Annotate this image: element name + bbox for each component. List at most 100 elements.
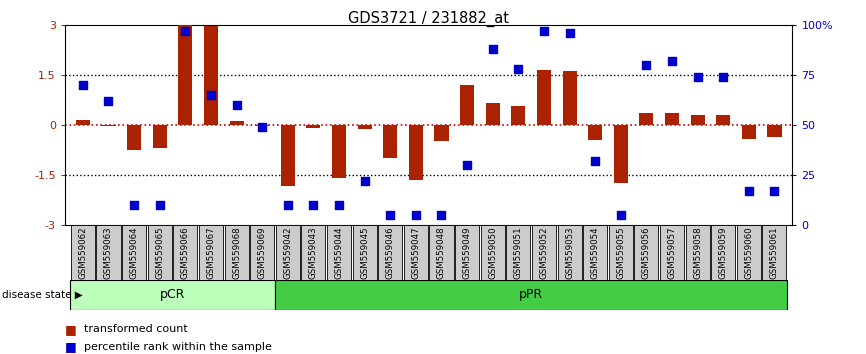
Point xyxy=(307,202,320,207)
Bar xyxy=(711,225,735,280)
Bar xyxy=(762,225,786,280)
Point xyxy=(255,124,269,130)
Bar xyxy=(507,225,530,280)
Bar xyxy=(332,125,346,178)
Point xyxy=(178,28,192,34)
Text: GSM559044: GSM559044 xyxy=(334,227,344,279)
Point xyxy=(76,82,90,87)
Bar xyxy=(76,120,90,125)
Point xyxy=(409,212,423,218)
Bar xyxy=(742,125,756,139)
Bar xyxy=(511,107,526,125)
Point xyxy=(204,92,218,98)
Bar xyxy=(275,225,300,280)
Text: ■: ■ xyxy=(65,323,77,336)
Bar xyxy=(71,225,95,280)
Text: pCR: pCR xyxy=(160,288,185,301)
Bar xyxy=(70,280,275,310)
Text: GSM559069: GSM559069 xyxy=(258,227,267,279)
Bar xyxy=(358,125,372,129)
Bar xyxy=(281,125,294,187)
Bar xyxy=(716,115,730,125)
Bar xyxy=(430,225,454,280)
Point xyxy=(563,30,577,36)
Bar xyxy=(122,225,146,280)
Point xyxy=(716,74,730,80)
Bar xyxy=(152,125,167,148)
Bar xyxy=(96,225,120,280)
Text: GSM559062: GSM559062 xyxy=(79,227,87,279)
Text: GSM559061: GSM559061 xyxy=(770,227,779,279)
Text: GSM559060: GSM559060 xyxy=(745,227,753,279)
Bar xyxy=(148,225,171,280)
Point xyxy=(435,212,449,218)
Text: GSM559043: GSM559043 xyxy=(309,227,318,279)
Bar xyxy=(460,85,475,125)
Point xyxy=(127,202,141,207)
Text: GSM559067: GSM559067 xyxy=(206,227,216,279)
Bar xyxy=(301,225,326,280)
Bar xyxy=(178,25,192,125)
Bar xyxy=(224,225,249,280)
Text: GSM559059: GSM559059 xyxy=(719,227,727,279)
Bar xyxy=(199,225,223,280)
Text: ■: ■ xyxy=(65,341,77,353)
Bar xyxy=(660,225,684,280)
Text: GSM559047: GSM559047 xyxy=(411,227,420,279)
Text: GSM559057: GSM559057 xyxy=(668,227,676,279)
Bar xyxy=(101,125,115,126)
Bar xyxy=(229,121,243,125)
Bar xyxy=(481,225,505,280)
Text: GSM559048: GSM559048 xyxy=(437,227,446,279)
Bar xyxy=(563,72,577,125)
Bar xyxy=(204,27,218,125)
Bar xyxy=(275,280,787,310)
Text: GSM559054: GSM559054 xyxy=(591,227,599,279)
Text: GSM559049: GSM559049 xyxy=(462,227,472,279)
Point xyxy=(639,62,653,68)
Text: GSM559066: GSM559066 xyxy=(181,227,190,279)
Text: GSM559068: GSM559068 xyxy=(232,227,241,279)
Bar xyxy=(614,125,628,183)
Point xyxy=(588,158,602,164)
Bar xyxy=(537,70,551,125)
Bar xyxy=(665,113,679,125)
Text: percentile rank within the sample: percentile rank within the sample xyxy=(84,342,272,352)
Point xyxy=(742,188,756,194)
Bar xyxy=(737,225,761,280)
Point xyxy=(229,102,243,108)
Point xyxy=(537,28,551,34)
Bar xyxy=(378,225,403,280)
Bar xyxy=(588,125,602,140)
Point xyxy=(101,98,115,104)
Point xyxy=(281,202,294,207)
Bar xyxy=(307,125,320,128)
Point xyxy=(358,178,372,184)
Point xyxy=(384,212,397,218)
Bar xyxy=(767,125,781,137)
Text: disease state ▶: disease state ▶ xyxy=(2,290,82,300)
Text: GSM559052: GSM559052 xyxy=(540,227,548,279)
Bar xyxy=(404,225,428,280)
Bar xyxy=(327,225,351,280)
Text: GSM559046: GSM559046 xyxy=(385,227,395,279)
Point xyxy=(460,162,474,167)
Point xyxy=(614,212,628,218)
Text: pPR: pPR xyxy=(519,288,543,301)
Text: GSM559056: GSM559056 xyxy=(642,227,651,279)
Bar xyxy=(383,125,397,158)
Point xyxy=(665,58,679,64)
Bar xyxy=(690,115,705,125)
Text: GSM559050: GSM559050 xyxy=(488,227,497,279)
Point xyxy=(767,188,781,194)
Point xyxy=(332,202,346,207)
Bar xyxy=(583,225,607,280)
Text: GSM559045: GSM559045 xyxy=(360,227,369,279)
Bar xyxy=(409,125,423,180)
Text: GSM559053: GSM559053 xyxy=(565,227,574,279)
Bar xyxy=(686,225,709,280)
Text: GSM559055: GSM559055 xyxy=(617,227,625,279)
Bar xyxy=(558,225,582,280)
Point xyxy=(152,202,166,207)
Text: GSM559042: GSM559042 xyxy=(283,227,293,279)
